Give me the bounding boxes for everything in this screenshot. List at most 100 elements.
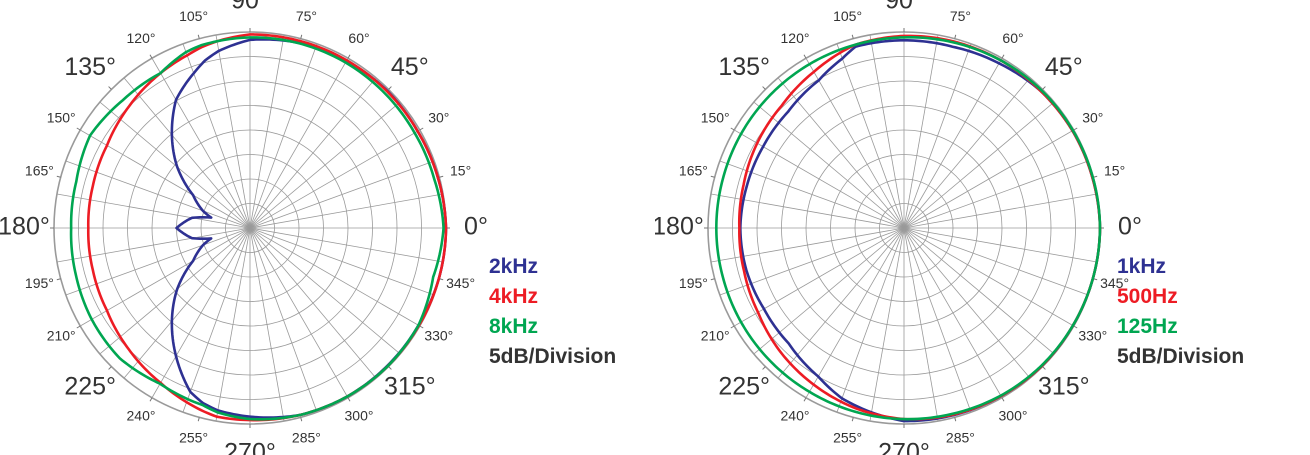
grid-spoke xyxy=(869,227,905,422)
angle-label: 255° xyxy=(179,429,208,445)
grid-spoke xyxy=(249,34,285,229)
grid-spoke xyxy=(903,227,1074,327)
angle-label: 240° xyxy=(781,408,810,424)
grid-spoke xyxy=(903,43,972,229)
angle-label: 240° xyxy=(127,408,156,424)
angle-label: 15° xyxy=(1104,162,1125,178)
grid-spoke xyxy=(903,227,1031,379)
grid-tick xyxy=(710,175,715,178)
grid-spoke xyxy=(903,227,1055,355)
angle-label: 165° xyxy=(25,162,54,178)
angle-label: 285° xyxy=(292,429,321,445)
grid-spoke xyxy=(903,227,939,422)
grid-spoke xyxy=(903,77,1031,229)
legend-item: 1kHz xyxy=(1117,255,1167,278)
grid-tick xyxy=(347,54,351,59)
angle-label: 135° xyxy=(718,53,770,81)
angle-label: 300° xyxy=(345,408,374,424)
angle-label: 330° xyxy=(424,328,453,344)
angle-label: 30° xyxy=(1082,110,1103,126)
grid-spoke xyxy=(903,227,972,413)
grid-spoke xyxy=(249,160,435,229)
angle-label: 60° xyxy=(348,30,369,46)
legend-left: 2kHz 4kHz 8kHz 5dB/Division xyxy=(489,252,616,372)
grid-tick xyxy=(954,417,957,422)
grid-tick xyxy=(108,366,112,370)
grid-spoke xyxy=(777,227,905,379)
grid-tick xyxy=(1001,397,1005,402)
angle-label: 75° xyxy=(950,8,971,24)
grid-tick xyxy=(197,417,200,422)
grid-spoke xyxy=(249,227,377,379)
grid-spoke xyxy=(903,160,1089,229)
angle-label: 45° xyxy=(1045,53,1083,81)
angle-label: 135° xyxy=(64,53,116,81)
angle-label: 285° xyxy=(946,429,975,445)
grid-tick xyxy=(762,86,766,90)
angle-label: 120° xyxy=(781,30,810,46)
grid-tick xyxy=(197,34,200,39)
legend-item: 8kHz xyxy=(489,315,539,338)
grid-spoke xyxy=(805,227,905,398)
polar-grid xyxy=(50,28,450,428)
grid-spoke xyxy=(215,227,251,422)
angle-label: 210° xyxy=(701,328,730,344)
angle-label: 225° xyxy=(64,372,116,400)
grid-tick xyxy=(108,86,112,90)
grid-spoke xyxy=(249,227,318,413)
grid-tick xyxy=(1042,86,1046,90)
angle-label: 150° xyxy=(701,110,730,126)
grid-tick xyxy=(56,278,61,281)
series-8kHz xyxy=(69,36,445,421)
grid-spoke xyxy=(903,101,1055,229)
grid-spoke xyxy=(249,227,420,327)
grid-spoke xyxy=(123,227,251,379)
angle-label: 300° xyxy=(999,408,1028,424)
grid-spoke xyxy=(151,227,251,398)
angle-label: 105° xyxy=(179,8,208,24)
angle-label: 45° xyxy=(391,53,429,81)
grid-tick xyxy=(730,325,735,329)
grid-tick xyxy=(300,417,303,422)
angle-label: 120° xyxy=(127,30,156,46)
grid-tick xyxy=(149,54,153,59)
grid-spoke xyxy=(836,43,905,229)
grid-spoke xyxy=(777,77,905,229)
legend-item: 4kHz xyxy=(489,285,539,308)
grid-tick xyxy=(1073,325,1078,329)
legend-right: 1kHz 500Hz 125Hz 5dB/Division xyxy=(1117,252,1244,372)
grid-tick xyxy=(419,325,424,329)
grid-spoke xyxy=(249,77,377,229)
polar-chart-right: 0° 15° 30° 45° 60° 75° 90° 105° 120° 135° 150° 165°… xyxy=(655,0,1310,455)
legend-item: 125Hz xyxy=(1117,315,1178,338)
grid-spoke xyxy=(903,227,1003,398)
grid-spoke xyxy=(903,34,939,229)
grid-spoke xyxy=(903,227,1098,263)
angle-label: 90° xyxy=(885,0,923,15)
angle-label: 345° xyxy=(1100,275,1129,291)
grid-tick xyxy=(388,86,392,90)
angle-label: 330° xyxy=(1078,328,1107,344)
grid-tick xyxy=(1001,54,1005,59)
grid-spoke xyxy=(249,227,435,296)
grid-spoke xyxy=(903,129,1074,229)
grid-tick xyxy=(954,34,957,39)
grid-tick xyxy=(439,175,444,178)
angle-label: 75° xyxy=(296,8,317,24)
polar-plot-right: 0° 15° 30° 45° 60° 75° 90° 105° 120° 135° 150° 165°… xyxy=(655,0,1142,455)
angle-label: 210° xyxy=(47,328,76,344)
grid-spoke xyxy=(836,227,905,413)
grid-spoke xyxy=(249,101,401,229)
grid-spoke xyxy=(123,77,251,229)
angle-label: 0° xyxy=(1118,213,1142,241)
angle-label: 255° xyxy=(833,429,862,445)
grid-spoke xyxy=(903,227,1089,296)
legend-scale-note: 5dB/Division xyxy=(1117,345,1245,368)
grid-spoke xyxy=(80,129,251,229)
angle-label: 315° xyxy=(384,372,436,400)
legend-item: 500Hz xyxy=(1117,285,1178,308)
grid-spoke xyxy=(249,227,401,355)
angle-label: 105° xyxy=(833,8,862,24)
angle-label: 150° xyxy=(47,110,76,126)
angle-label: 270° xyxy=(878,439,930,455)
